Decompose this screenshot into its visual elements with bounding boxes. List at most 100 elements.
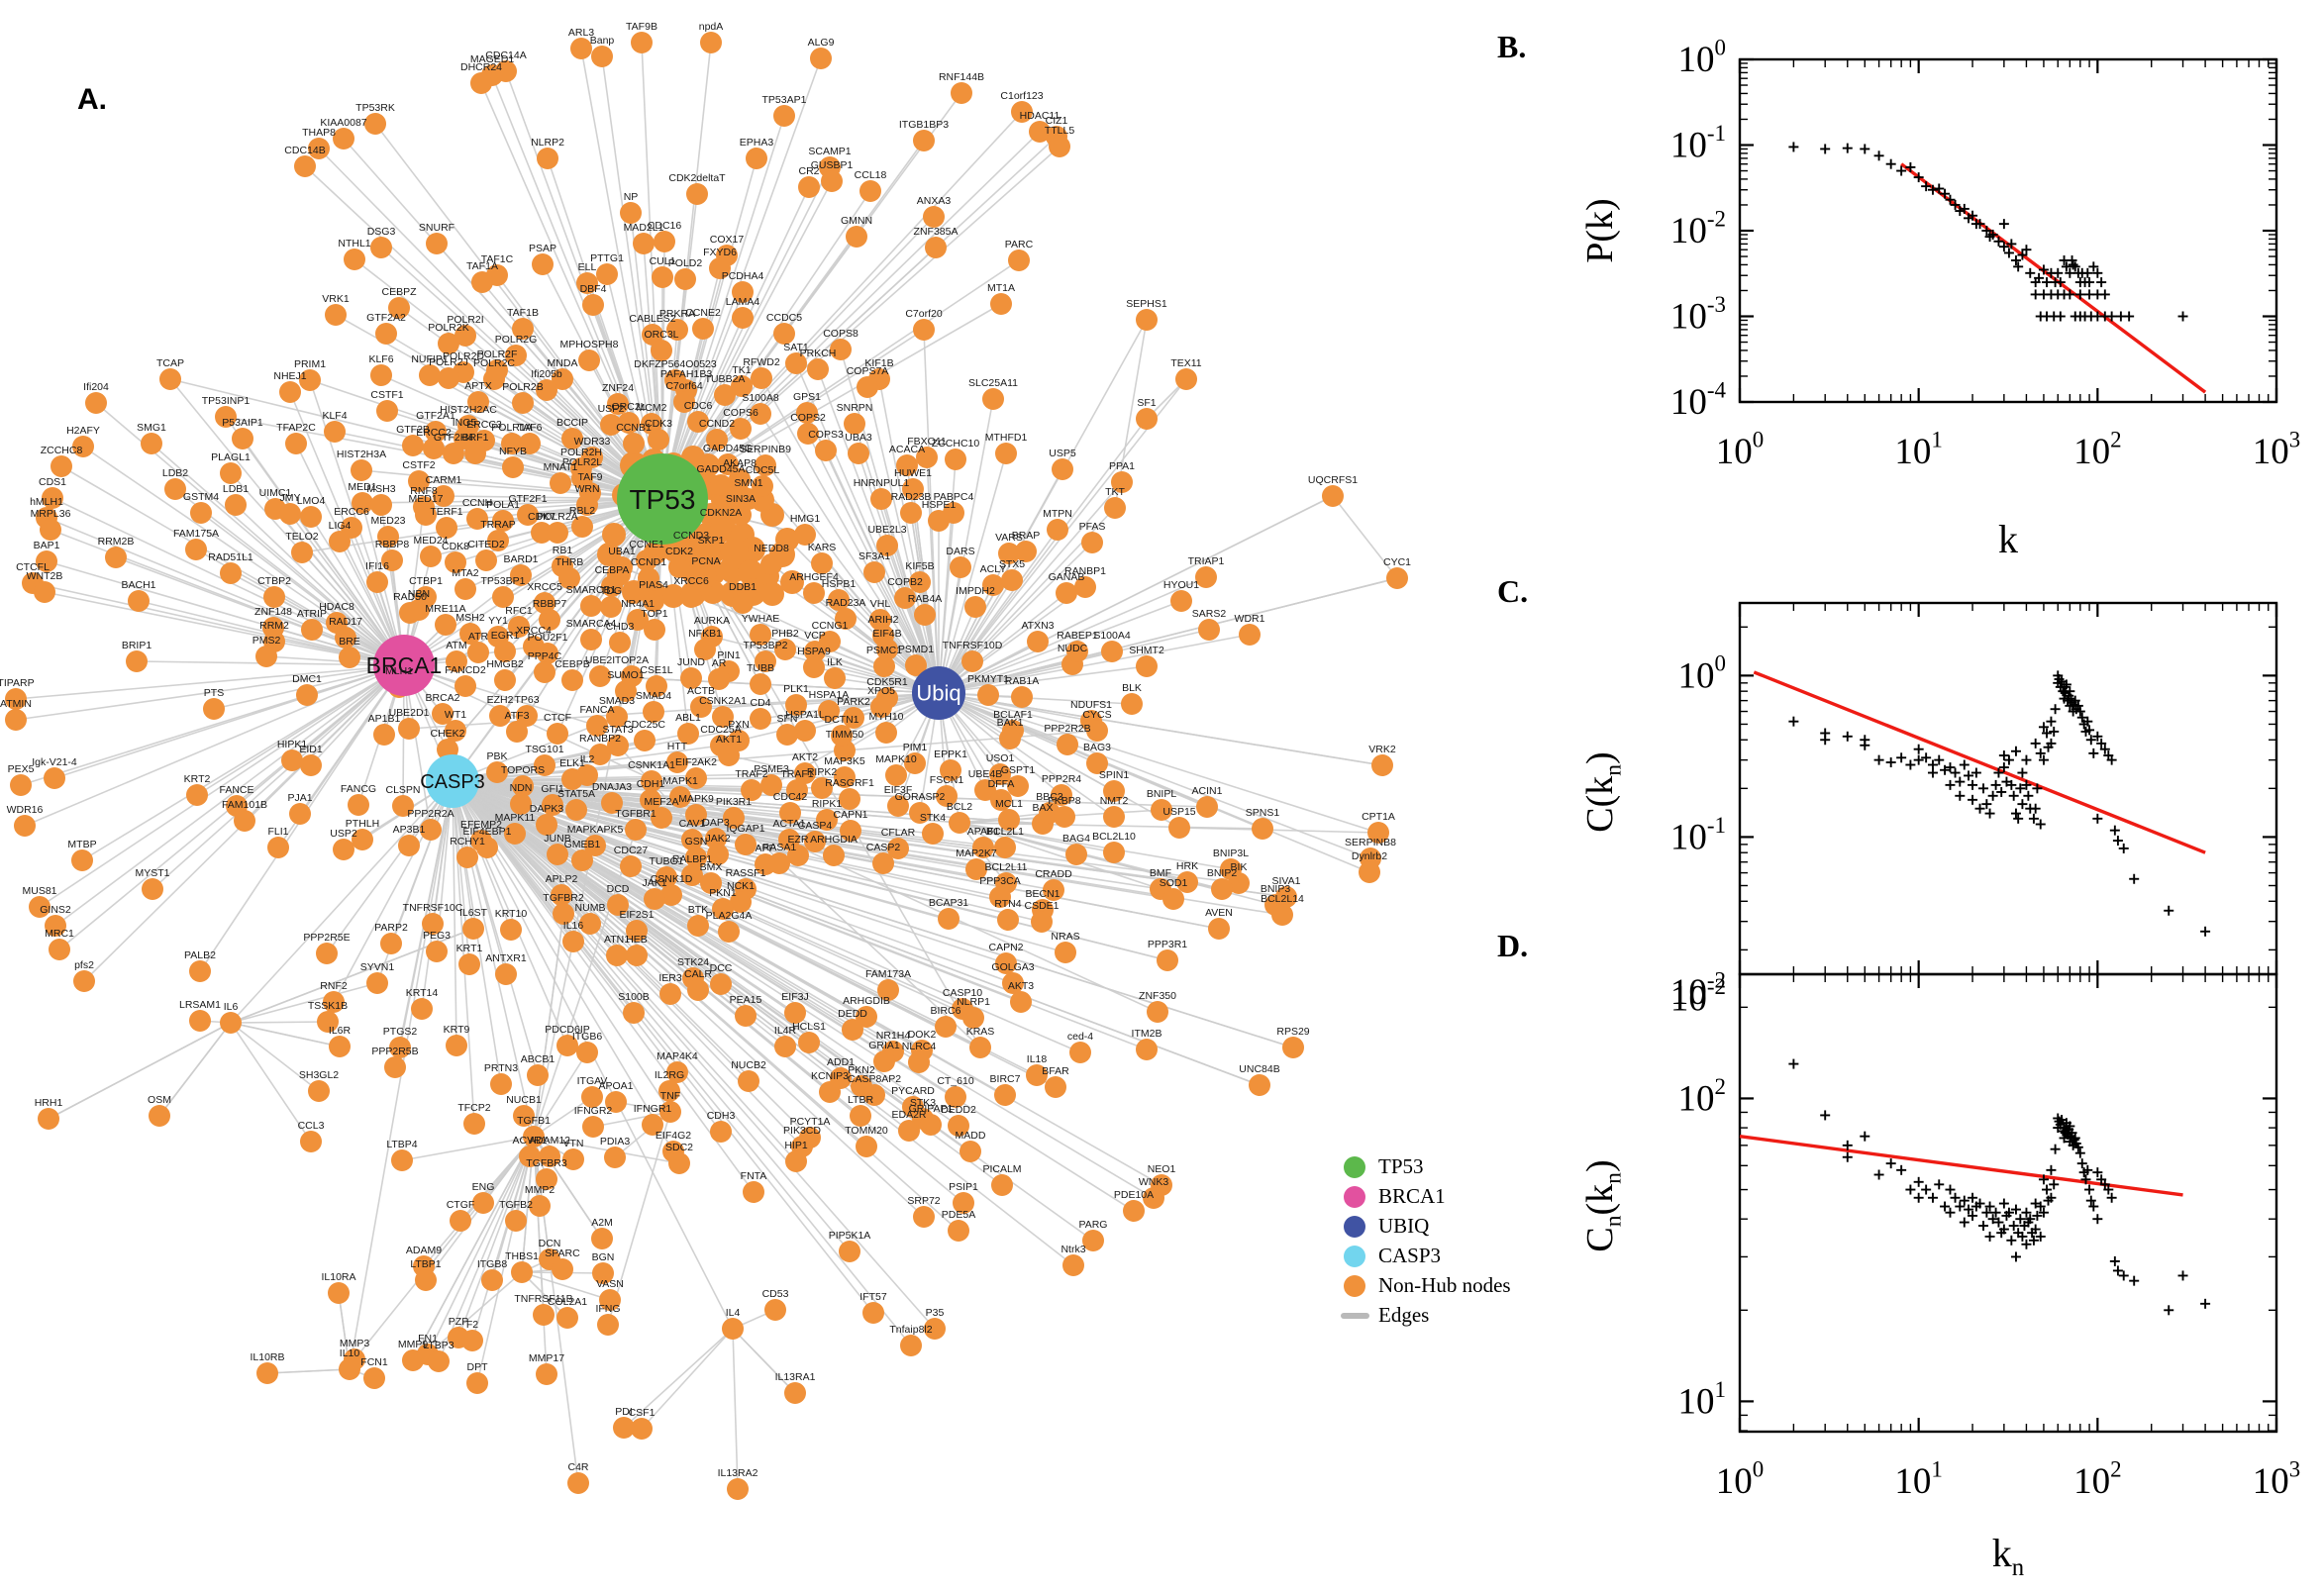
- network-node-label: HSPE1: [922, 499, 957, 511]
- network-node-label: PICALM: [982, 1163, 1021, 1175]
- network-node: [380, 933, 402, 954]
- network-node: [333, 128, 354, 150]
- network-node: [494, 641, 516, 662]
- network-node-label: NLRC4: [902, 1041, 937, 1052]
- network-node-label: MNAT1: [544, 461, 578, 473]
- network-node: [626, 945, 648, 966]
- network-node: [423, 438, 445, 459]
- network-edge: [333, 780, 454, 1003]
- network-node-label: RAB4A: [908, 593, 942, 605]
- network-node-label: STK24: [677, 956, 709, 968]
- network-node: [384, 1056, 406, 1078]
- plot-panel-c: 100 10-1 10-2 C(kn): [1579, 601, 2278, 1019]
- network-node: [1074, 576, 1096, 598]
- network-node-label: C1orf123: [1000, 90, 1043, 102]
- network-node-label: F2: [466, 1319, 478, 1331]
- network-node: [1082, 1230, 1104, 1251]
- network-node-label: MAD2L1: [624, 222, 664, 234]
- network-node-label: BCCIP: [556, 417, 588, 429]
- legend-item-label: Non-Hub nodes: [1378, 1273, 1511, 1297]
- network-node: [997, 909, 1019, 931]
- network-node-label: CSNK1A1: [628, 759, 675, 771]
- panel-d-label: D.: [1497, 928, 1528, 963]
- network-edge: [15, 664, 405, 721]
- network-node-label: MRPL36: [31, 508, 71, 520]
- network-node: [945, 1086, 966, 1108]
- network-node-label: SPARC: [545, 1247, 580, 1259]
- network-node-label: VCP: [804, 630, 826, 642]
- network-node-label: BCL2L10: [1092, 831, 1136, 843]
- network-node-label: ATMIN: [0, 698, 32, 710]
- network-node-label: PDCD6IP: [545, 1024, 590, 1036]
- network-node: [425, 421, 447, 443]
- network-node-label: TGFBR1: [615, 808, 656, 820]
- network-node-label: RNF144B: [939, 71, 984, 83]
- network-node: [640, 789, 661, 811]
- network-node-label: IFNGR1: [634, 1103, 672, 1115]
- network-node: [811, 777, 833, 799]
- network-node-label: MAPKAPK5: [567, 824, 624, 836]
- network-node: [1066, 641, 1088, 662]
- network-node: [576, 272, 598, 294]
- network-edge: [959, 822, 1162, 890]
- network-node-label: BNIP3: [1261, 883, 1291, 895]
- network-node-label: PEG3: [423, 930, 451, 942]
- network-node: [627, 609, 649, 631]
- network-node-label: IQGAP1: [726, 823, 764, 835]
- network-node-label: TAF9B: [626, 21, 657, 33]
- x-axis-title: kn: [1992, 1531, 2025, 1581]
- network-node-label: VRK1: [322, 293, 350, 305]
- network-node-label: CEBPB: [555, 658, 590, 670]
- network-node-label: TAF9: [578, 471, 603, 483]
- network-edge: [235, 504, 405, 666]
- network-node-label: TRAF2: [735, 768, 767, 780]
- fit-line: [1900, 162, 2207, 394]
- network-node-label: MNDA: [548, 357, 578, 369]
- network-node-label: LIG4: [329, 520, 352, 532]
- network-edge: [533, 913, 564, 1138]
- network-node: [902, 478, 924, 500]
- network-node-label: CDC27: [614, 845, 649, 856]
- network-node-label: ATN1: [604, 934, 630, 946]
- network-node-label: HNRNPUL1: [854, 477, 910, 489]
- network-node: [1157, 949, 1178, 971]
- network-node-label: ATRIP: [297, 608, 327, 620]
- network-node: [876, 639, 898, 660]
- network-node-label: PPP2R2B: [1044, 723, 1090, 735]
- network-node-label: CSNK2A1: [699, 695, 747, 707]
- network-hub-nodes: TP53 BRCA1 Ubiq CASP3: [366, 453, 965, 808]
- network-node-label: YY1: [488, 615, 508, 627]
- network-node-label: WDR16: [7, 804, 44, 816]
- network-node-label: PTHLH: [346, 818, 379, 830]
- network-node-label: PIK3CD: [783, 1125, 821, 1137]
- network-node-label: EIF4G2: [656, 1130, 691, 1142]
- network-filler-node: [602, 523, 626, 547]
- network-node: [398, 718, 420, 740]
- network-node: [842, 1019, 863, 1041]
- network-edge: [452, 780, 638, 956]
- network-node: [511, 1261, 533, 1283]
- network-node: [960, 1141, 981, 1162]
- network-node-label: SMAD4: [636, 690, 671, 702]
- network-node: [998, 809, 1020, 831]
- network-edge: [81, 664, 405, 861]
- network-edge: [938, 576, 1207, 694]
- network-node-label: SHMT2: [1129, 645, 1164, 656]
- network-node: [644, 888, 665, 910]
- network-node: [141, 433, 162, 454]
- network-edge: [938, 418, 1148, 694]
- network-node: [589, 665, 611, 687]
- network-node-label: ELL: [578, 261, 597, 273]
- network-node: [898, 1120, 920, 1142]
- network-node: [370, 364, 392, 386]
- network-node: [558, 567, 580, 589]
- network-node: [659, 1101, 681, 1123]
- network-node-label: CCNE2: [685, 307, 721, 319]
- network-node: [796, 402, 818, 424]
- network-node: [818, 700, 840, 722]
- network-node: [494, 669, 516, 691]
- network-node: [908, 1051, 930, 1073]
- network-node-label: LTBP3: [423, 1340, 454, 1351]
- network-node: [695, 566, 717, 588]
- network-node-label: BGN: [592, 1251, 615, 1263]
